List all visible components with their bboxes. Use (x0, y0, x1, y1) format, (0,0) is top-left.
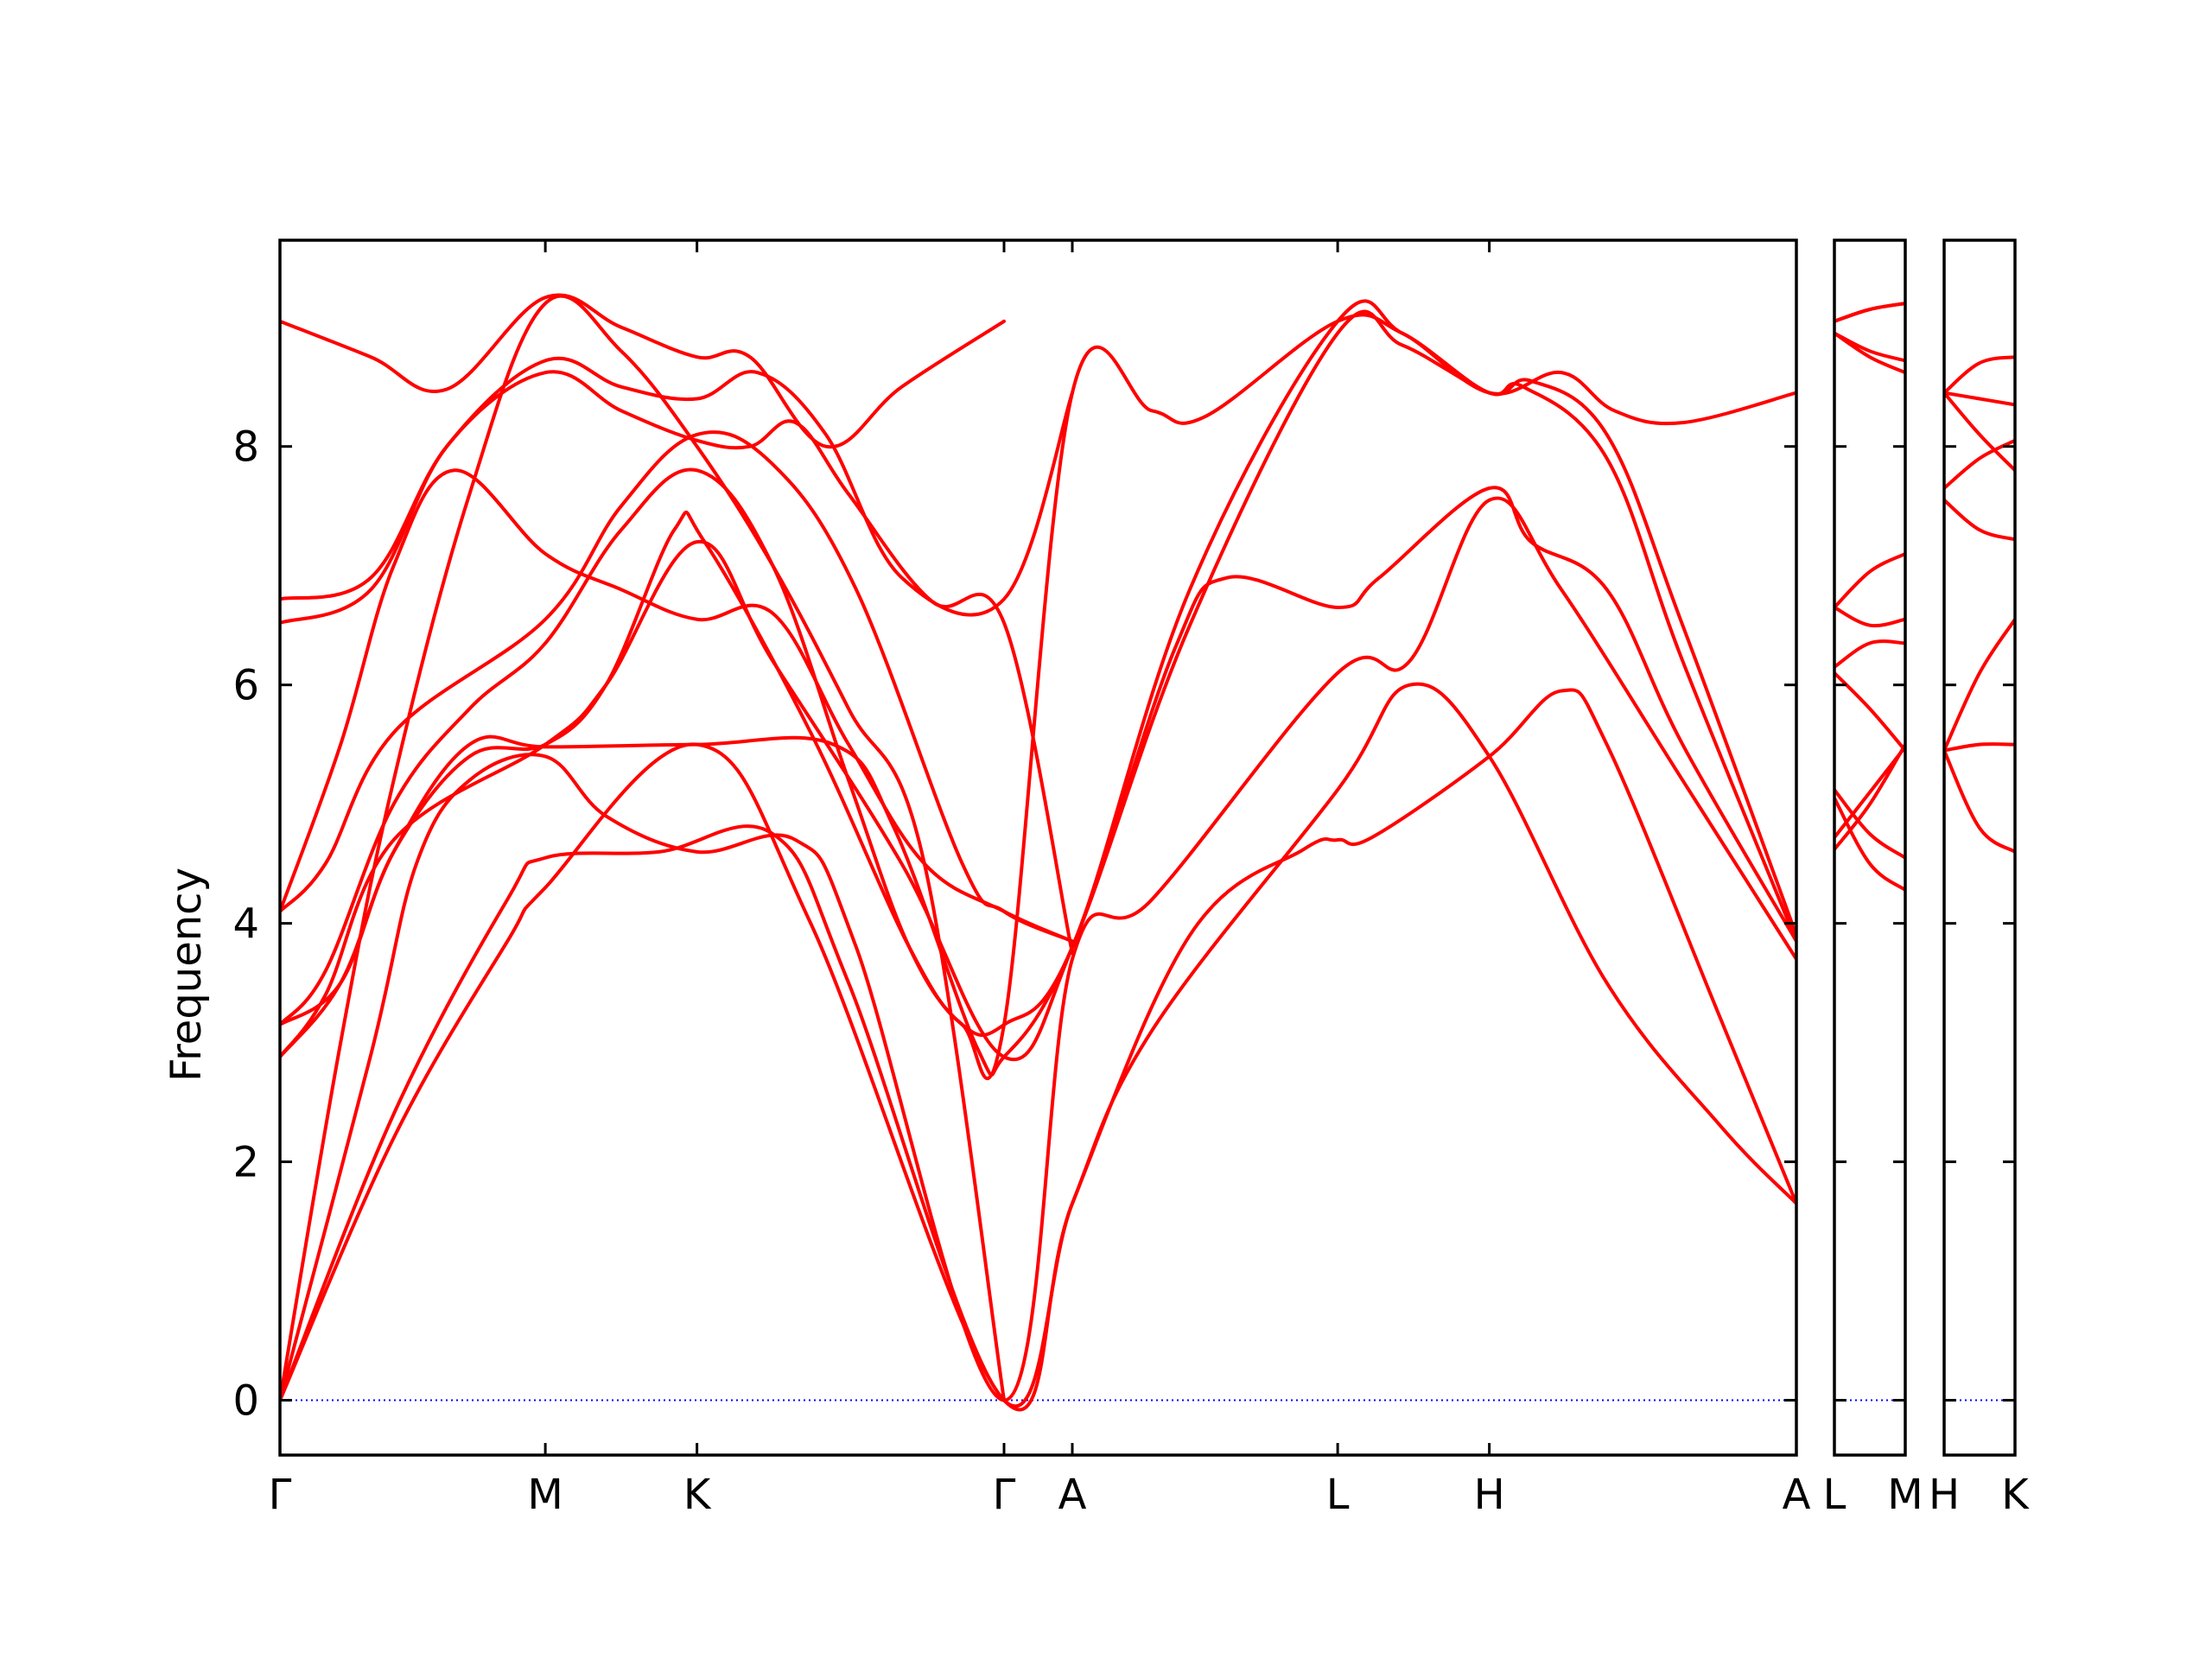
band-line (1834, 605, 1905, 628)
band-line (1944, 438, 2015, 490)
band-line (1834, 671, 1905, 753)
band-line (1944, 498, 2015, 542)
y-tick-label: 8 (232, 423, 259, 472)
x-tick-label: K (2001, 1471, 2030, 1519)
band-line (280, 370, 1074, 956)
band-line (280, 294, 1007, 1402)
x-tick-label: L (1823, 1471, 1847, 1519)
band-line (1834, 331, 1905, 375)
x-tick-label: M (1887, 1471, 1923, 1519)
x-tick-label: M (527, 1471, 563, 1519)
frames-layer (278, 238, 2017, 1457)
band-line (280, 496, 1796, 1402)
band-line (1834, 796, 1905, 892)
x-tick-label: Γ (269, 1471, 292, 1519)
band-line (280, 313, 1796, 1081)
panel-bands-H-K (1944, 355, 2015, 854)
band-line (1834, 742, 1905, 852)
band-line (1834, 302, 1905, 323)
band-line (1944, 391, 2015, 473)
band-line (280, 309, 1796, 1077)
band-line (1834, 788, 1905, 860)
band-line (1834, 551, 1905, 609)
panel-bands-main (280, 293, 1796, 1412)
y-tick-label: 6 (232, 662, 259, 710)
y-tick-label: 0 (232, 1377, 259, 1426)
band-line (280, 293, 1007, 449)
bands-layer (280, 293, 2015, 1412)
plot-frame-main (278, 238, 1798, 1457)
y-axis-label: Frequency (162, 868, 211, 1082)
x-tick-label: A (1783, 1471, 1811, 1519)
plot-frame-L-M (1833, 238, 1907, 1457)
band-line (280, 356, 1074, 617)
band-line (280, 430, 1074, 944)
panel-bands-L-M (1834, 302, 1905, 892)
band-line (1944, 355, 2015, 395)
x-tick-label: L (1326, 1471, 1350, 1519)
x-tick-label: A (1058, 1471, 1087, 1519)
band-line (280, 688, 1796, 1412)
band-line (1944, 391, 2015, 407)
y-tick-label: 4 (232, 900, 259, 949)
x-tick-label: K (683, 1471, 712, 1519)
x-tick-label: Γ (993, 1471, 1016, 1519)
band-line (1834, 639, 1905, 669)
band-line (280, 486, 1796, 1062)
y-tick-label: 2 (232, 1139, 259, 1187)
band-line (1944, 748, 2015, 854)
band-line (1944, 617, 2015, 753)
band-line (1944, 742, 2015, 753)
plot-frame-H-K (1942, 238, 2017, 1457)
band-line (280, 682, 1796, 1408)
x-tick-label: H (1474, 1471, 1505, 1519)
x-tick-label: H (1929, 1471, 1960, 1519)
